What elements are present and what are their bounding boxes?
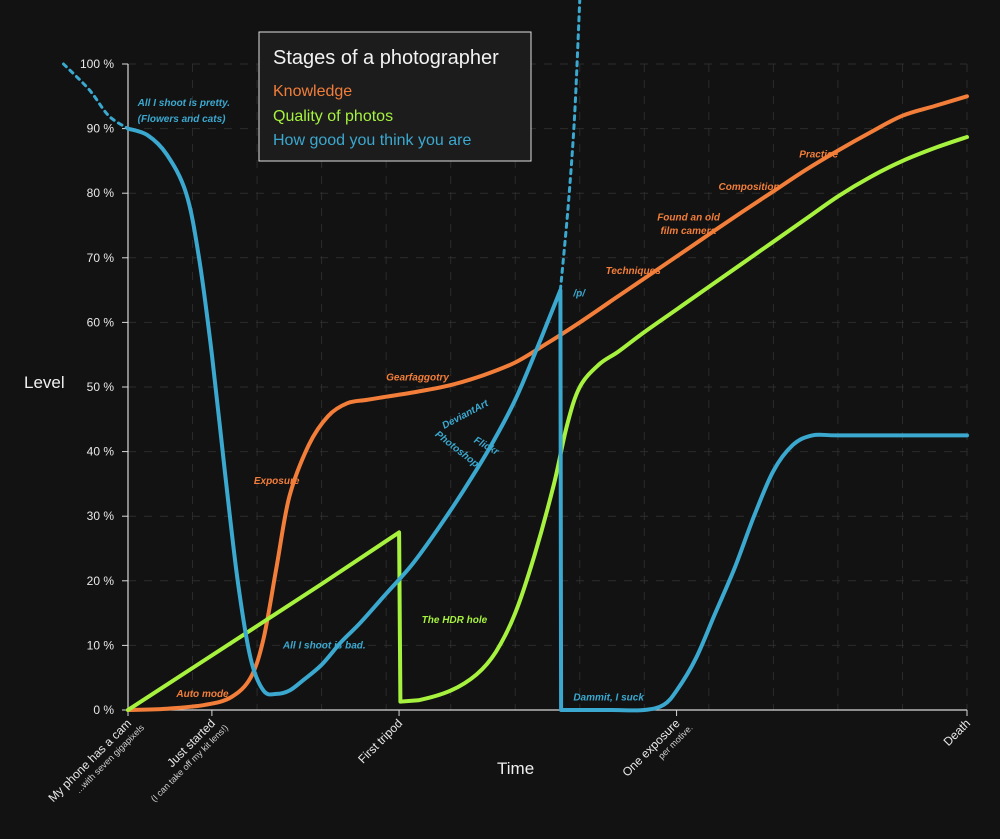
grid [128,63,968,710]
annotation-label: All I shoot is pretty. [137,98,230,109]
y-tick-label: 30 % [87,509,115,523]
y-tick-label: 0 % [93,703,114,717]
x-tick-group: Just started(I can take off my kit lens!… [149,716,230,804]
series-self-assessment-line [126,126,969,713]
legend: Stages of a photographer Knowledge Quali… [258,31,532,162]
legend-title: Stages of a photographer [273,47,499,69]
annotation-label: Gearfaggotry [386,373,449,384]
annotation-label: All I shoot is bad. [282,641,366,652]
y-tick-label: 10 % [87,638,115,652]
x-tick-label: First tripod [355,716,405,766]
annotation-label: The HDR hole [422,615,488,626]
y-tick-label: 60 % [87,315,115,329]
y-tick-labels: 0 % 10 % 20 % 30 % 40 % 50 % 60 % 70 % 80 % 90 % 1… [80,57,128,717]
legend-item-quality: Quality of photos [273,108,393,125]
annotation-label: /p/ [572,289,586,300]
annotation-label: Found an old [657,212,721,223]
annotation-label: film camera [660,226,716,237]
annotation-label: (Flowers and cats) [138,114,226,125]
annotation-label: Practice [799,150,838,161]
series-quality-line [126,135,969,712]
y-tick-label: 70 % [87,251,115,265]
x-tick-label: My phone has a cam [45,716,134,805]
legend-item-self-assessment: How good you think you are [273,132,471,149]
x-axis-title: Time [497,759,534,778]
annotation-label: Exposure [254,476,300,487]
y-tick-label: 80 % [87,186,115,200]
y-tick-label: 90 % [87,122,115,136]
annotation-label-rotated: DeviantArt [440,398,490,432]
x-tick-group: My phone has a cam...with seven gigapixe… [45,716,146,805]
series-knowledge-line [126,94,969,712]
legend-item-knowledge: Knowledge [273,83,352,100]
y-tick-label: 50 % [87,380,115,394]
x-tick-group: Death [941,716,974,749]
annotation-label: Techniques [606,266,662,277]
series-extension-dotted [62,62,130,131]
x-tick-label: Death [941,716,974,749]
annotation-label: Dammit, I suck [573,692,644,703]
x-tick-group: First tripod [355,716,405,766]
y-tick-label: 20 % [87,574,115,588]
legend-box [258,31,532,162]
y-axis-title: Level [24,373,65,392]
annotation-label-rotated: Photoshop [433,429,481,470]
annotation-label: Composition [719,182,780,193]
series-lines [62,0,969,713]
series-extension-dotted [558,0,582,292]
y-tick-label: 40 % [87,445,115,459]
y-tick-label: 100 % [80,57,114,71]
annotation-label: Auto mode [175,689,229,700]
